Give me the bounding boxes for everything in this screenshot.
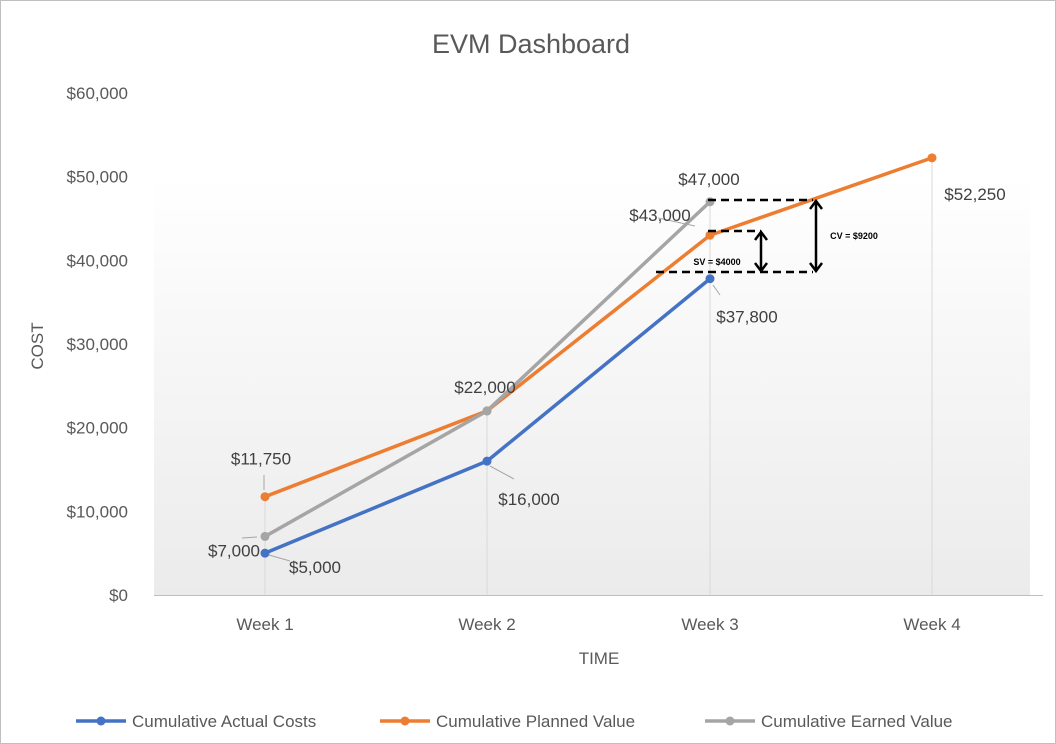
label-leader-line (489, 465, 515, 480)
data-point-planned-value (705, 230, 715, 240)
label-leader-line (268, 554, 291, 562)
legend-label: Cumulative Actual Costs (132, 712, 316, 731)
data-point-actual-costs (260, 548, 270, 558)
data-label-earned-value: $47,000 (678, 170, 739, 189)
data-label-actual-costs: $16,000 (498, 490, 559, 509)
y-tick-label: $60,000 (67, 84, 128, 103)
legend-label: Cumulative Planned Value (436, 712, 635, 731)
legend-swatch-marker (725, 716, 735, 726)
y-tick-label: $10,000 (67, 502, 128, 521)
y-tick-label: $30,000 (67, 335, 128, 354)
data-point-earned-value (705, 197, 715, 207)
y-tick-label: $0 (109, 586, 128, 605)
schedule-variance-arrow (754, 229, 768, 274)
data-point-earned-value (260, 531, 270, 541)
data-point-planned-value (927, 153, 937, 163)
data-point-planned-value (260, 492, 270, 502)
data-point-actual-costs (482, 456, 492, 466)
data-label-planned-value: $22,000 (454, 378, 515, 397)
plot-area-background (154, 176, 1030, 596)
label-leader-line (712, 284, 721, 296)
label-leader-line (657, 217, 696, 227)
x-axis-title: TIME (579, 649, 620, 668)
schedule-variance-label: SV = $4000 (693, 257, 740, 267)
legend-swatch-marker (96, 716, 106, 726)
label-leader-line (241, 536, 258, 539)
x-tick-label: Week 4 (903, 615, 960, 634)
x-tick-label: Week 2 (458, 615, 515, 634)
x-tick-label: Week 1 (236, 615, 293, 634)
cost-variance-arrow (809, 198, 823, 274)
chart-title: EVM Dashboard (432, 29, 630, 59)
data-point-earned-value (482, 406, 492, 416)
series-line-planned-value (263, 156, 934, 499)
data-point-actual-costs (705, 274, 715, 284)
data-label-planned-value: $11,750 (231, 450, 291, 469)
y-tick-label: $40,000 (67, 251, 128, 270)
data-label-planned-value: $43,000 (629, 206, 690, 225)
y-tick-label: $50,000 (67, 168, 128, 187)
y-axis-title: COST (28, 322, 47, 369)
data-label-planned-value: $52,250 (944, 185, 1005, 204)
legend-item-earned-value: Cumulative Earned Value (705, 712, 953, 731)
data-label-earned-value: $7,000 (208, 541, 260, 560)
legend-swatch-marker (400, 716, 410, 726)
data-label-actual-costs: $37,800 (716, 308, 777, 327)
cost-variance-label: CV = $9200 (830, 231, 878, 241)
data-label-actual-costs: $5,000 (289, 558, 341, 577)
legend-item-actual-costs: Cumulative Actual Costs (76, 712, 316, 731)
x-tick-label: Week 3 (681, 615, 738, 634)
legend-item-planned-value: Cumulative Planned Value (380, 712, 635, 731)
y-tick-label: $20,000 (67, 419, 128, 438)
legend-label: Cumulative Earned Value (761, 712, 953, 731)
